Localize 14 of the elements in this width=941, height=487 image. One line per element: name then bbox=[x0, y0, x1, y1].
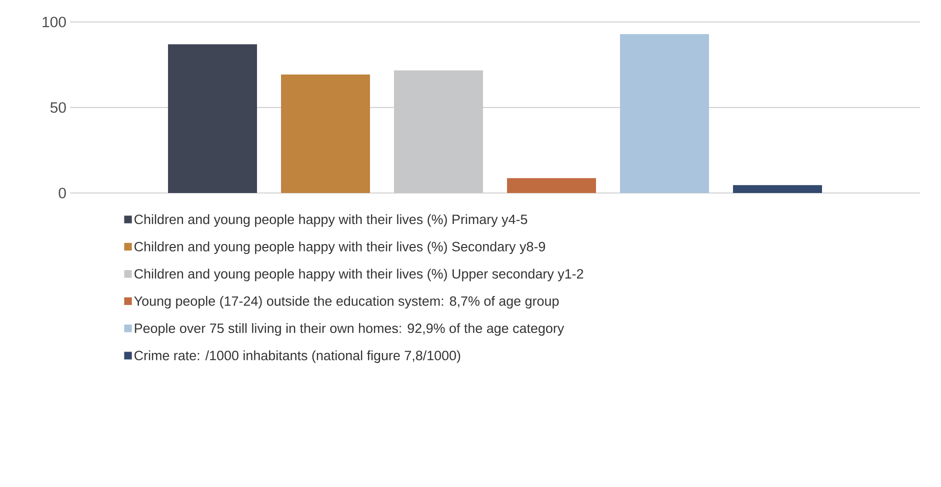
legend-label: Children and young people happy with their lives (%) Primary y4-5 bbox=[134, 214, 528, 227]
bar bbox=[620, 34, 710, 193]
bar bbox=[168, 44, 258, 193]
bar bbox=[281, 74, 370, 193]
bar bbox=[733, 185, 822, 193]
y-tick-label: 0 bbox=[58, 188, 66, 198]
legend-label: People over 75 still living in their own homes: 92,9% of the age category bbox=[134, 323, 564, 336]
legend-label: Children and young people happy with their lives (%) Upper secondary y1-2 bbox=[134, 268, 584, 282]
legend-label: Children and young people happy with their lives (%) Secondary y8-9 bbox=[134, 242, 546, 254]
legend-label: Crime rate: /1000 inhabitants (national figure 7,8/1000) bbox=[134, 350, 460, 363]
bar bbox=[507, 178, 596, 193]
y-tick-label: 100 bbox=[42, 16, 66, 28]
legend-label: Young people (17-24) outside the education system: 8,7% of age group bbox=[134, 296, 559, 309]
y-tick-label: 50 bbox=[50, 102, 66, 113]
